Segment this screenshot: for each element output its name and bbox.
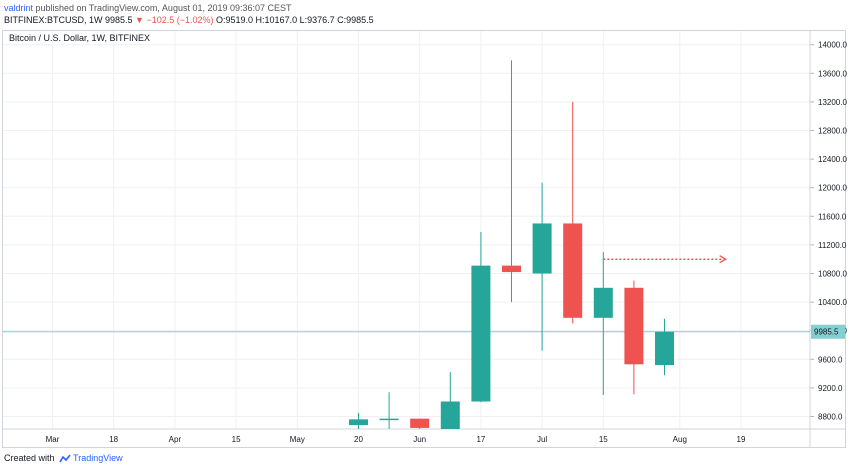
y-tick-label: 13200.0 bbox=[818, 98, 847, 107]
chart-frame[interactable] bbox=[2, 30, 846, 448]
x-tick-label: Mar bbox=[46, 435, 60, 444]
x-tick-label: 18 bbox=[109, 435, 118, 444]
last-price-label: 9985.5 bbox=[814, 328, 839, 337]
y-tick-label: 12400.0 bbox=[818, 155, 847, 164]
last-price-box bbox=[811, 324, 845, 339]
author-link[interactable]: valdrint bbox=[4, 3, 34, 13]
x-tick-label: Jul bbox=[537, 435, 547, 444]
tradingview-logo-icon bbox=[59, 454, 71, 463]
footer: Created with TradingView bbox=[4, 453, 123, 463]
y-tick-label: 12800.0 bbox=[818, 127, 847, 136]
candle-body-down bbox=[410, 418, 430, 428]
x-tick-label: 19 bbox=[737, 435, 746, 444]
y-tick-label: 10800.0 bbox=[818, 270, 847, 279]
created-with-label: Created with bbox=[4, 453, 55, 463]
tradingview-brand[interactable]: TradingView bbox=[73, 453, 123, 463]
x-tick-label: 15 bbox=[599, 435, 608, 444]
last-price: 9985.5 bbox=[105, 15, 136, 25]
symbol-description: Bitcoin / U.S. Dollar, 1W, BITFINEX bbox=[9, 33, 151, 43]
x-tick-label: May bbox=[290, 435, 305, 444]
publish-info: valdrint published on TradingView.com, A… bbox=[4, 3, 292, 13]
y-tick-label: 9600.0 bbox=[818, 355, 843, 364]
candle-body-up bbox=[349, 419, 368, 426]
ticker: BITFINEX:BTCUSD, 1W bbox=[4, 15, 106, 25]
candle-body-up bbox=[593, 287, 613, 318]
y-tick-label: 12000.0 bbox=[818, 184, 847, 193]
candles-group bbox=[3, 60, 810, 429]
x-tick-label: Aug bbox=[673, 435, 687, 444]
projection-arrow-head bbox=[719, 255, 727, 264]
x-tick-label: 17 bbox=[476, 435, 485, 444]
price-change: ▼ −102.5 (−1.02%) bbox=[135, 15, 214, 25]
ticker-line: BITFINEX:BTCUSD, 1W 9985.5 ▼ −102.5 (−1.… bbox=[4, 15, 374, 25]
candle-body-down bbox=[624, 287, 644, 365]
ohlc-values: O:9519.0 H:10167.0 L:9376.7 C:9985.5 bbox=[213, 15, 374, 25]
candle-body-up bbox=[440, 401, 460, 429]
y-tick-label: 9200.0 bbox=[818, 384, 843, 393]
candle-body-up bbox=[532, 223, 552, 274]
x-tick-label: 15 bbox=[232, 435, 241, 444]
candle-body-up bbox=[379, 418, 399, 421]
y-tick-label: 11200.0 bbox=[818, 241, 847, 250]
y-tick-label: 8800.0 bbox=[818, 413, 843, 422]
y-tick-label: 13600.0 bbox=[818, 69, 847, 78]
candle-body-up bbox=[471, 265, 491, 402]
y-tick-label: 11600.0 bbox=[818, 212, 847, 221]
x-tick-label: Apr bbox=[169, 435, 182, 444]
publish-header: valdrint published on TradingView.com, A… bbox=[0, 0, 850, 30]
candle-body-up bbox=[655, 331, 674, 366]
y-tick-label: 10400.0 bbox=[818, 298, 847, 307]
candle-body-down bbox=[563, 223, 583, 318]
y-tick-label: 14000.0 bbox=[818, 41, 847, 50]
x-tick-label: Jun bbox=[413, 435, 426, 444]
x-tick-label: 20 bbox=[354, 435, 363, 444]
candle-body-down bbox=[502, 265, 521, 273]
publish-text: published on TradingView.com, August 01,… bbox=[33, 3, 292, 13]
